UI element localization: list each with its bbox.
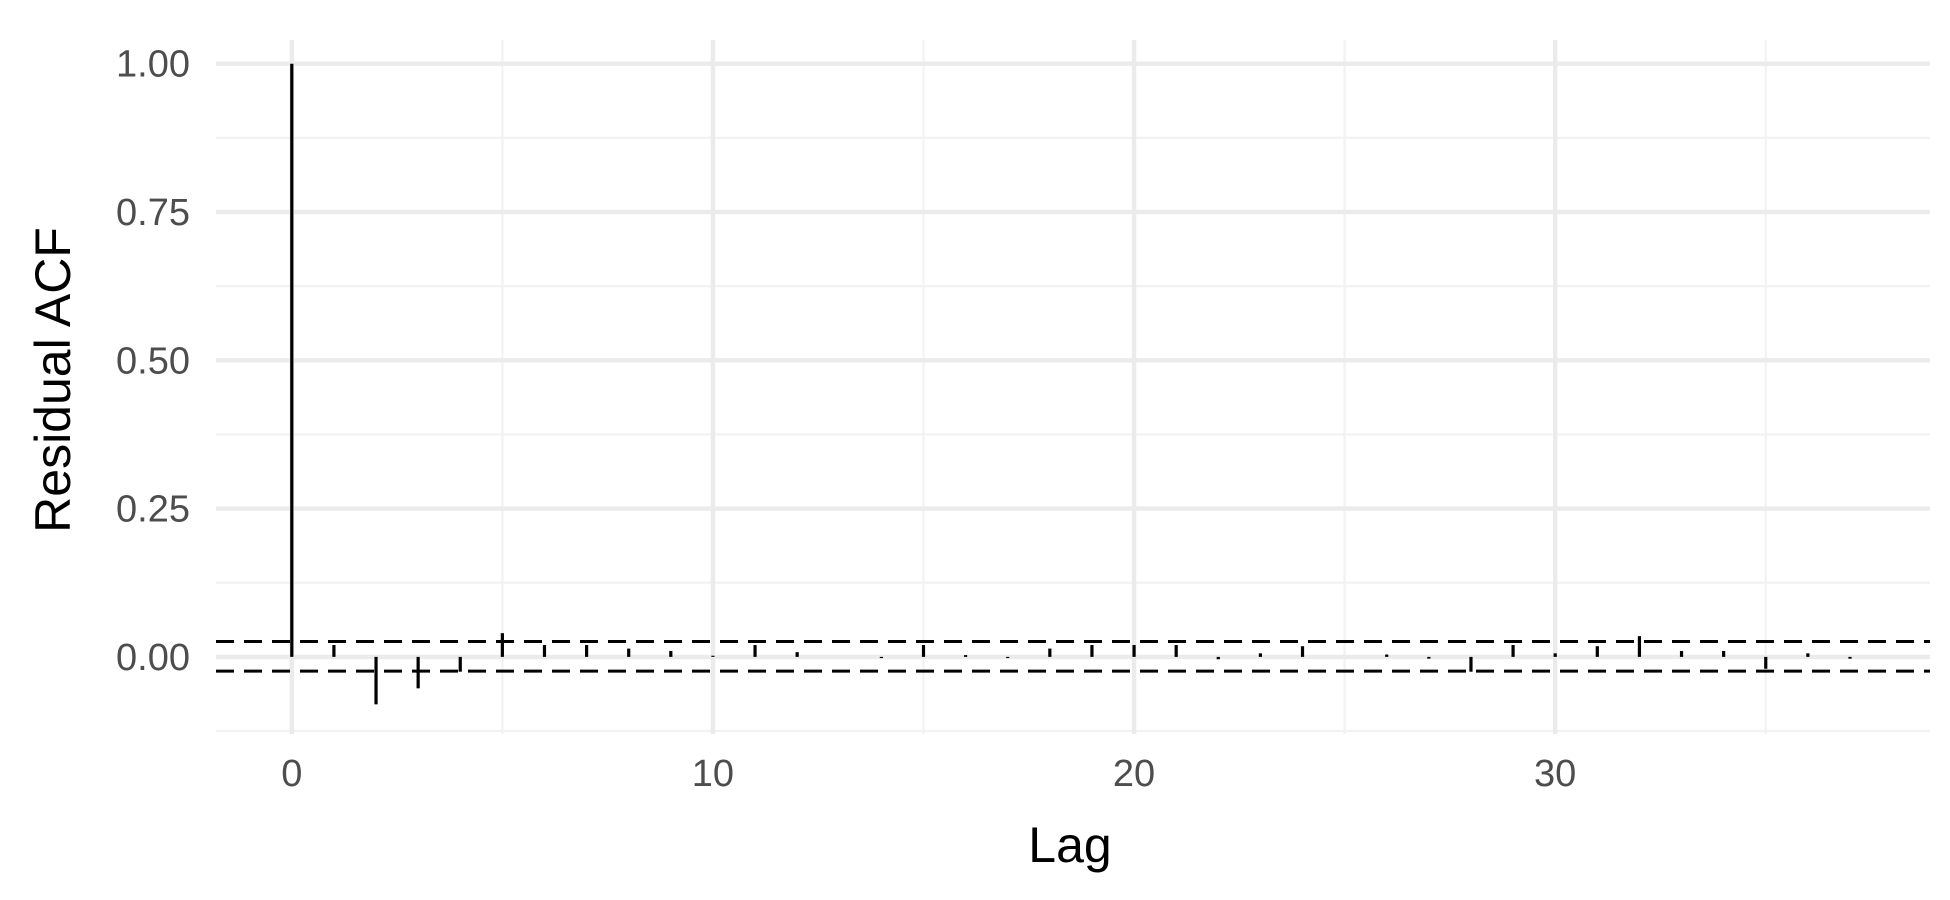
x-axis-tick-labels: 0 10 20 30 bbox=[281, 753, 1576, 795]
y-tick-label: 1.00 bbox=[116, 44, 190, 86]
x-tick-label: 30 bbox=[1534, 753, 1576, 795]
x-axis-title: Lag bbox=[1028, 817, 1111, 873]
x-tick-label: 10 bbox=[692, 753, 734, 795]
acf-stems bbox=[290, 63, 1852, 705]
y-tick-label: 0.25 bbox=[116, 489, 190, 531]
x-tick-label: 20 bbox=[1113, 753, 1155, 795]
minor-gridlines bbox=[216, 40, 1930, 734]
y-axis-title: Residual ACF bbox=[25, 227, 81, 533]
y-axis-tick-labels: 0.00 0.25 0.50 0.75 1.00 bbox=[116, 44, 190, 679]
y-tick-label: 0.75 bbox=[116, 192, 190, 234]
y-tick-label: 0.00 bbox=[116, 637, 190, 679]
x-tick-label: 0 bbox=[281, 753, 302, 795]
major-gridlines bbox=[216, 40, 1930, 734]
y-tick-label: 0.50 bbox=[116, 340, 190, 382]
